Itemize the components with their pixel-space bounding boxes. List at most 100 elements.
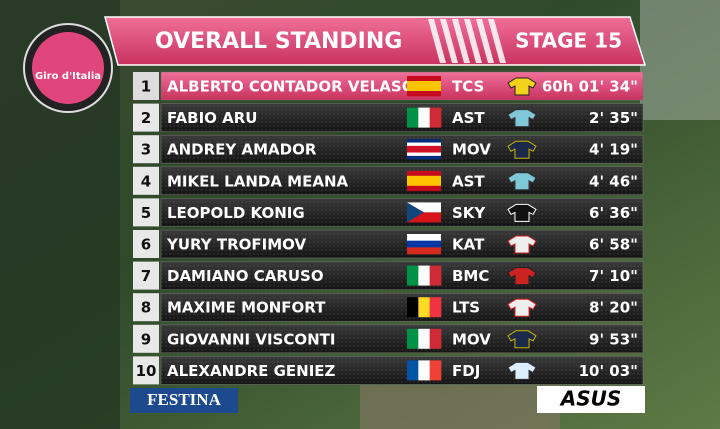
title: OVERALL STANDING (155, 29, 402, 54)
jersey (507, 203, 537, 222)
time: 8' 20" (589, 299, 638, 317)
flag (407, 76, 441, 97)
flag-part (407, 360, 419, 381)
flag-part (407, 175, 441, 182)
jersey (507, 361, 537, 380)
flag (407, 170, 441, 192)
logo-disc (32, 32, 104, 104)
jersey (507, 298, 537, 317)
rank-box (133, 135, 159, 164)
rider-name: GIOVANNI VISCONTI (167, 330, 335, 348)
row-texture (161, 135, 643, 164)
time: 4' 46" (589, 172, 638, 190)
team: MOV (452, 141, 491, 159)
rank: 6 (141, 236, 151, 254)
rank-box (133, 356, 159, 385)
row-texture (161, 356, 643, 385)
row-texture (161, 103, 643, 132)
rider-name: MIKEL LANDA MEANA (167, 172, 348, 190)
sponsor-right-box (537, 386, 645, 413)
flag-part (407, 240, 441, 248)
flag-part (418, 107, 430, 128)
time: 60h 01' 34" (542, 78, 638, 96)
flag-part (407, 247, 441, 255)
rank: 4 (141, 172, 151, 190)
flag (407, 328, 442, 349)
rank-box (133, 324, 159, 353)
flag-part (407, 202, 441, 213)
flag-part (407, 265, 419, 286)
flag-part (407, 145, 441, 150)
flag-part (407, 152, 441, 157)
row-box (160, 71, 644, 101)
flag (407, 297, 442, 318)
row-texture (161, 166, 643, 195)
sponsor-left: FESTINA (147, 390, 221, 409)
flag (407, 107, 442, 128)
team: LTS (452, 299, 480, 317)
team: AST (452, 109, 485, 127)
flag-part (407, 149, 441, 153)
team: KAT (452, 236, 485, 254)
flag-part (429, 328, 442, 349)
time: 7' 10" (589, 267, 638, 285)
flag-part (407, 202, 424, 223)
flag-part (418, 297, 430, 318)
rank-box (133, 166, 159, 195)
flag-part (407, 180, 441, 187)
jersey (507, 109, 537, 128)
sponsor-right: ASUS (559, 387, 622, 411)
rider-name: DAMIANO CARUSO (167, 267, 324, 285)
rank: 2 (141, 109, 151, 127)
rank: 7 (141, 267, 151, 285)
team: BMC (452, 267, 489, 285)
flag (407, 234, 441, 255)
rider-name: LEOPOLD KONIG (167, 204, 305, 222)
time: 10' 03" (579, 362, 638, 380)
team: MOV (452, 330, 491, 348)
flag-part (407, 234, 441, 241)
jersey (507, 267, 537, 286)
flag-part (407, 212, 441, 223)
team: SKY (452, 204, 486, 222)
rank-box (133, 293, 159, 322)
team: AST (452, 172, 485, 190)
flag-part (429, 297, 442, 318)
jersey (507, 77, 537, 96)
team: FDJ (452, 362, 480, 380)
flag-part (429, 107, 442, 128)
rider-name: YURY TROFIMOV (166, 236, 306, 254)
rank-box (133, 72, 159, 100)
flag-part (418, 265, 430, 286)
rank: 8 (141, 299, 151, 317)
rank-box (133, 103, 159, 132)
rank: 1 (141, 78, 151, 96)
rank-box (133, 230, 159, 258)
rider-name: ANDREY AMADOR (167, 141, 317, 159)
row-texture (161, 198, 643, 227)
rider-name: ALEXANDRE GENIEZ (167, 362, 336, 380)
flag-part (407, 185, 441, 192)
flag (407, 265, 442, 286)
flag (407, 202, 441, 223)
jersey (507, 330, 537, 349)
rank: 5 (141, 204, 151, 222)
sponsor-left-box (130, 388, 238, 413)
rank: 3 (141, 141, 151, 159)
road (640, 0, 720, 120)
stage: STAGE 15 (515, 29, 622, 53)
row-texture (161, 230, 643, 258)
flag (407, 139, 441, 160)
flag-part (407, 139, 441, 143)
flag (407, 360, 442, 381)
title-banner (104, 16, 647, 66)
flag-part (418, 328, 430, 349)
flag-part (407, 81, 441, 87)
standings: 1 ALBERTO CONTADOR VELASCO TCS 60h 01' 34" 2… (133, 71, 644, 385)
jersey (507, 140, 537, 159)
rider-name: MAXIME MONFORT (167, 299, 326, 317)
time: 2' 35" (589, 109, 638, 127)
flag-part (418, 360, 430, 381)
row-texture (161, 261, 643, 290)
flag-part (407, 328, 419, 349)
